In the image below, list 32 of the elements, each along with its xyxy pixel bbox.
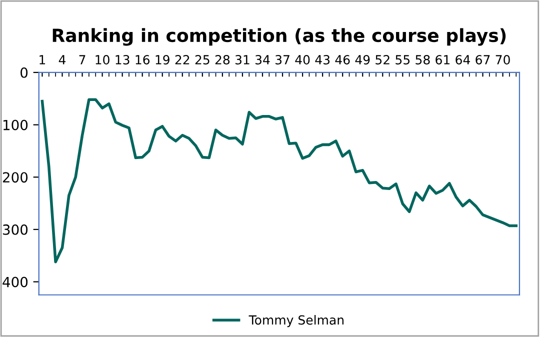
x-tick-label: 4 [58, 55, 66, 64]
x-tick-label: 70 [496, 55, 510, 64]
chart-title: Ranking in competition (as the course plays) [52, 28, 506, 46]
x-tick-label: 61 [436, 55, 450, 64]
x-tick-label: 58 [416, 55, 430, 64]
y-tick-label: 100 [3, 120, 28, 130]
x-tick-label: 49 [355, 55, 370, 64]
x-tick-label: 19 [156, 55, 170, 64]
y-tick-label: 400 [2, 276, 28, 288]
x-tick-label: 43 [315, 55, 330, 64]
x-tick-label: 16 [136, 55, 150, 64]
x-tick-label: 31 [235, 55, 250, 64]
x-tick-label: 46 [335, 55, 350, 64]
y-tick-label: 0 [20, 67, 28, 78]
x-tick-label: 7 [79, 55, 86, 64]
x-tick-label: 13 [116, 55, 130, 64]
x-tick-label: 34 [255, 55, 270, 64]
x-tick-label: 22 [175, 55, 190, 64]
x-tick-label: 40 [295, 55, 310, 64]
x-tick-label: 52 [376, 55, 390, 64]
x-tick-label: 1 [40, 55, 46, 64]
x-tick-label: 28 [215, 55, 230, 64]
y-tick-label: 200 [2, 172, 28, 183]
line-series [40, 98, 518, 264]
x-tick-label: 25 [195, 55, 210, 64]
x-tick-label: 67 [476, 55, 490, 64]
x-tick-label: 55 [396, 55, 410, 64]
legend-label: Tommy Selman [248, 315, 344, 328]
x-tick-label: 64 [456, 55, 470, 64]
x-tick-label: 10 [96, 55, 110, 64]
x-tick-label: 37 [276, 55, 290, 64]
y-tick-label: 300 [3, 224, 28, 235]
